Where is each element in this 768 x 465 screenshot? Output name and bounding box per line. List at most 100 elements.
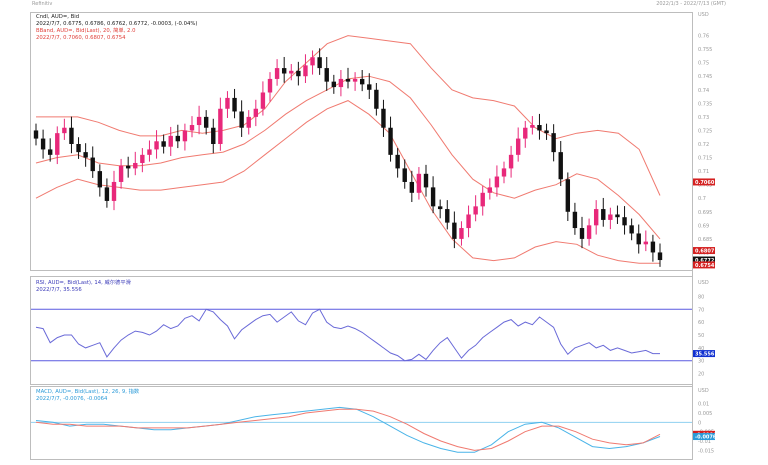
candlesticks: [34, 48, 662, 267]
candle-body: [530, 125, 534, 128]
macd-legend: MACD, AUD=, Bid(Last), 12, 26, 9, 指数 202…: [36, 389, 139, 403]
candle-body: [133, 163, 137, 168]
candle-body: [615, 214, 619, 217]
macd-series: [31, 407, 692, 452]
price-legend: Cndl, AUD=, Bid 2022/7/7, 0.6775, 0.6786…: [36, 14, 197, 42]
axis-tick-label: 0.01: [698, 402, 709, 408]
candle-body: [83, 152, 87, 157]
candle-body: [658, 252, 662, 260]
candle-body: [523, 128, 527, 139]
axis-tick-label: 0.72: [698, 142, 709, 148]
candle-body: [154, 141, 158, 149]
bband-legend-line: BBand, AUD=, Bid(Last), 20, 简单, 2.0: [36, 28, 197, 35]
value-badge-label: 0.6807: [695, 249, 715, 255]
value-badge-label: 0.7060: [695, 180, 715, 186]
candle-body: [573, 212, 577, 228]
candle-body: [473, 206, 477, 214]
candle-body: [289, 71, 293, 74]
candle-body: [367, 84, 371, 89]
candle-body: [488, 187, 492, 192]
axis-tick-label: 0.685: [698, 237, 712, 243]
candle-body: [275, 68, 279, 79]
candle-body: [126, 166, 130, 169]
candle-body: [62, 128, 66, 133]
candle-body: [140, 155, 144, 163]
candle-body: [580, 228, 584, 239]
axis-tick-label: 0.71: [698, 169, 709, 175]
candle-body: [403, 168, 407, 182]
candle-body: [566, 179, 570, 212]
macd-legend-line: MACD, AUD=, Bid(Last), 12, 26, 9, 指数: [36, 389, 139, 396]
axis-tick-label: 0.725: [698, 128, 712, 134]
candle-body: [310, 57, 314, 65]
rsi-line: [36, 309, 660, 360]
macd-macd-line: [36, 407, 660, 452]
price-legend-line: Cndl, AUD=, Bid: [36, 14, 197, 21]
candle-body: [339, 79, 343, 87]
candle-body: [254, 109, 258, 117]
candle-body: [629, 225, 633, 233]
candle-body: [608, 214, 612, 219]
candle-body: [325, 68, 329, 82]
candle-body: [509, 155, 513, 169]
candle-body: [594, 209, 598, 225]
candle-body: [91, 158, 95, 172]
candle-body: [551, 133, 555, 152]
axis-tick-label: 0.745: [698, 74, 712, 80]
axis-tick-label: 0.69: [698, 223, 709, 229]
candle-body: [622, 217, 626, 225]
candle-body: [296, 71, 300, 76]
candle-body: [98, 171, 102, 187]
axis-labels: USD0.760.7550.750.7450.740.7350.730.7250…: [698, 12, 714, 454]
candle-body: [438, 206, 442, 209]
candle-body: [190, 125, 194, 130]
candle-body: [48, 149, 52, 154]
candle-body: [445, 209, 449, 223]
candle-body: [395, 155, 399, 169]
axis-tick-label: 0.75: [698, 61, 709, 67]
candle-body: [502, 168, 506, 176]
candle-body: [218, 109, 222, 144]
value-badge-label: 35.556: [695, 352, 715, 358]
candle-body: [183, 130, 187, 141]
macd-signal-line: [36, 409, 660, 450]
candle-body: [69, 128, 73, 144]
candle-body: [481, 193, 485, 207]
bband-upper-line: [36, 36, 660, 196]
candle-body: [466, 214, 470, 228]
candle-body: [261, 92, 265, 108]
candle-body: [112, 182, 116, 201]
candle-body: [34, 130, 38, 138]
candle-body: [353, 79, 357, 82]
value-badge-label: -0.0076: [695, 435, 717, 441]
axis-tick-label: 0.74: [698, 88, 709, 94]
candle-body: [55, 133, 59, 155]
candle-body: [225, 98, 229, 109]
candle-body: [644, 242, 648, 245]
candle-body: [105, 187, 109, 201]
axis-tick-label: 80: [698, 294, 704, 300]
candle-body: [417, 174, 421, 193]
axis-tick-label: 60: [698, 320, 704, 326]
macd-legend-line: 2022/7/7, -0.0076, -0.0064: [36, 396, 139, 403]
rsi-series: [31, 309, 692, 360]
axis-tick-label: 0.7: [698, 196, 706, 202]
axis-tick-label: 0: [698, 420, 701, 426]
candle-body: [197, 117, 201, 125]
candle-body: [651, 242, 655, 253]
rsi-legend-line: 2022/7/7, 35.556: [36, 287, 131, 294]
candle-body: [637, 233, 641, 244]
candle-body: [410, 182, 414, 193]
candle-body: [76, 144, 80, 152]
price-legend-line: 2022/7/7, 0.6775, 0.6786, 0.6762, 0.6772…: [36, 21, 197, 28]
candle-body: [587, 225, 591, 239]
candle-body: [381, 109, 385, 128]
candle-body: [147, 149, 151, 154]
axis-tick-label: 0.73: [698, 115, 709, 121]
axis-unit-label: USD: [698, 12, 709, 18]
axis-tick-label: 0.005: [698, 411, 712, 417]
candle-body: [204, 117, 208, 128]
candle-body: [268, 79, 272, 93]
axis-unit-label: USD: [698, 280, 709, 286]
